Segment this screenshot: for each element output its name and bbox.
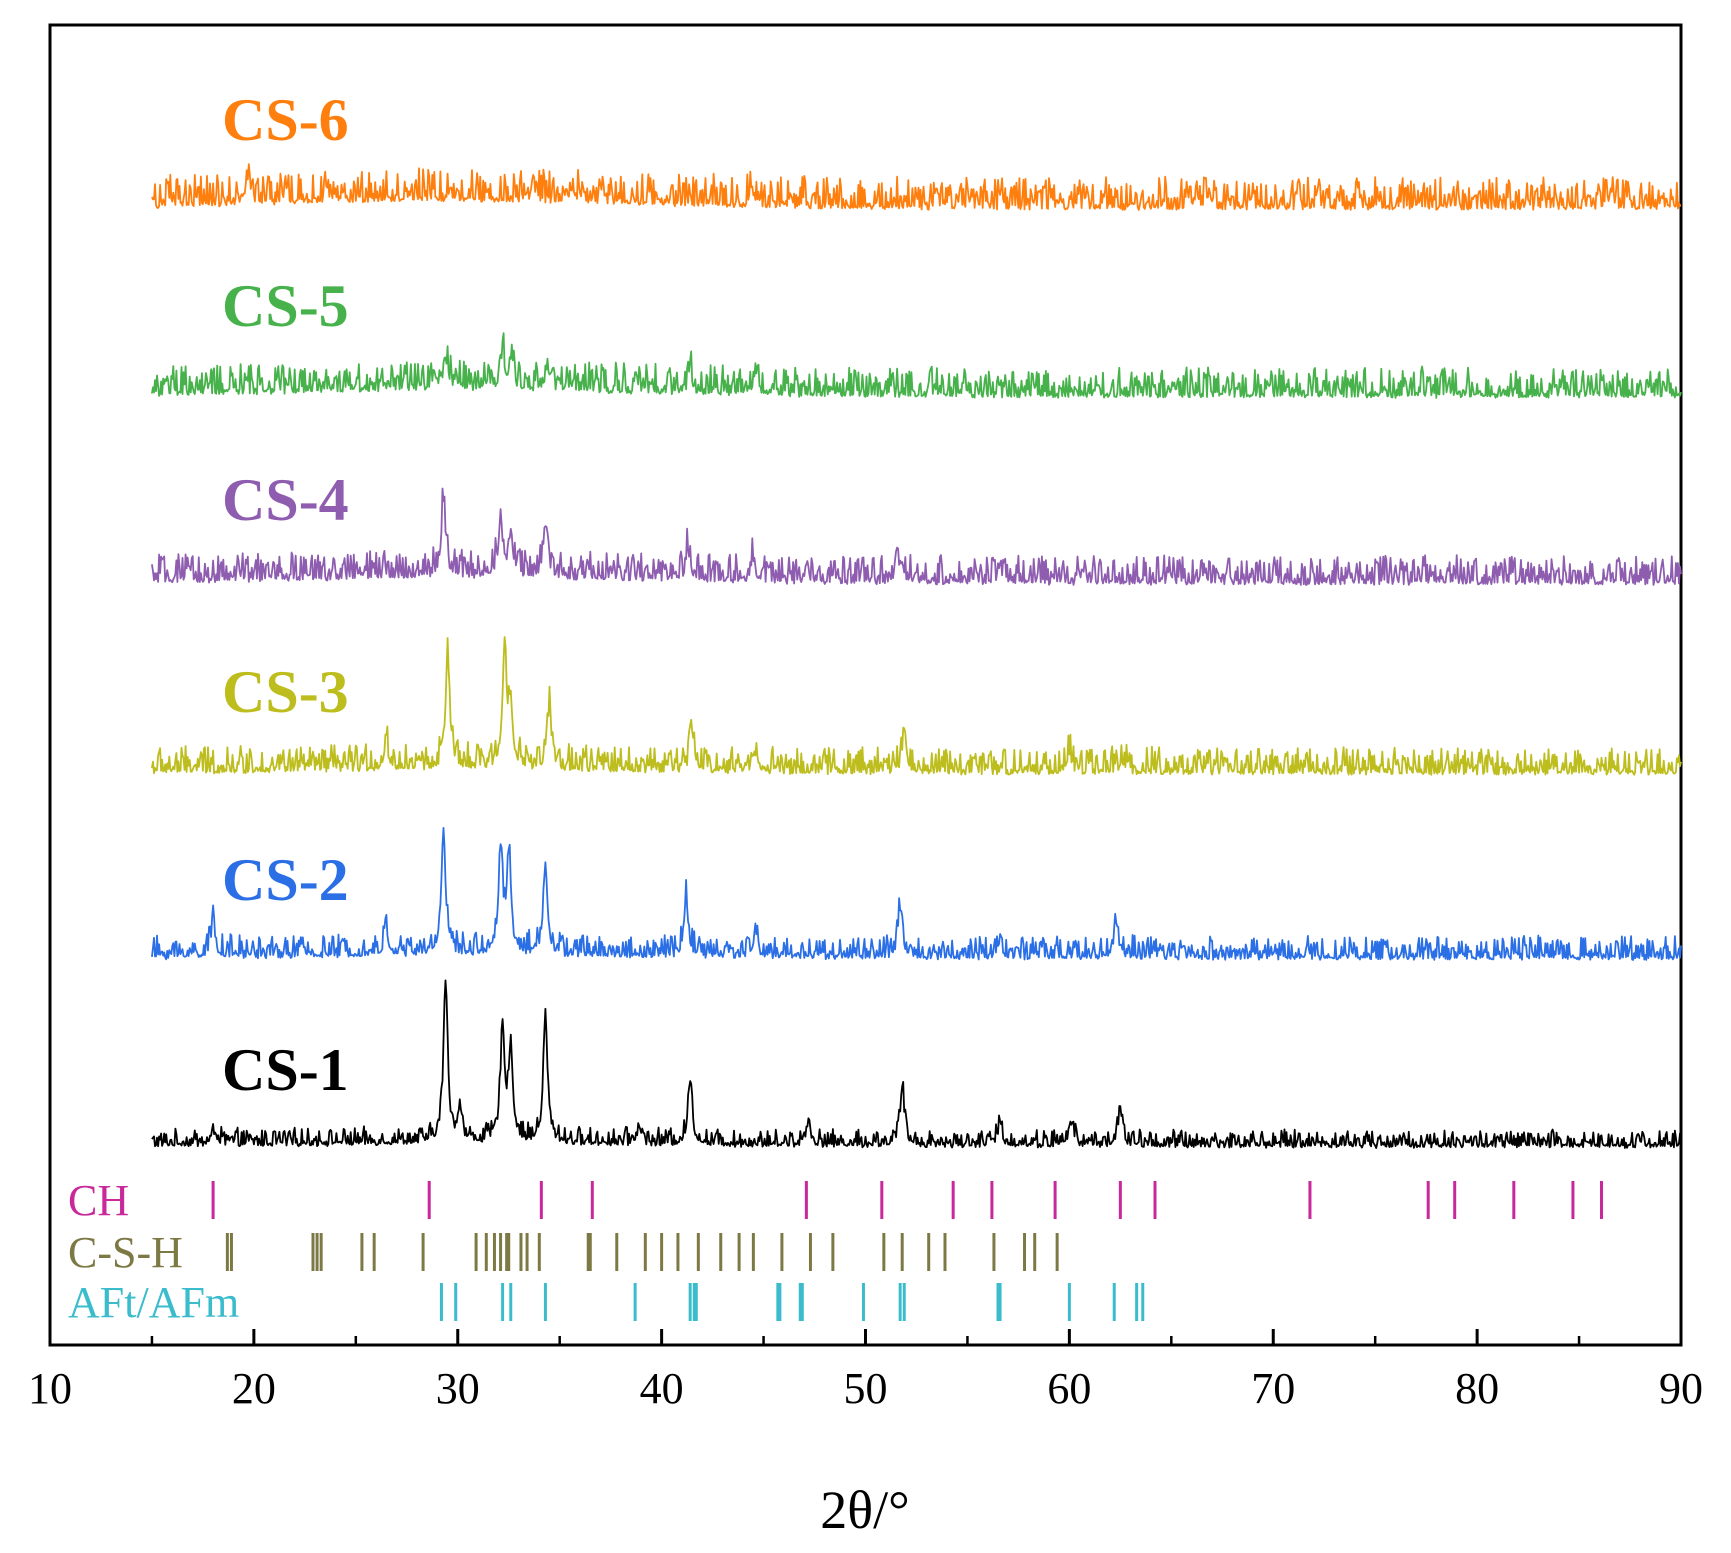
series-label-cs-6: CS-6: [222, 87, 349, 153]
phase-label-aft-afm: AFt/AFm: [68, 1278, 239, 1327]
x-tick-label: 20: [232, 1364, 276, 1413]
trace-cs-1: [151, 979, 1682, 1149]
x-tick-label: 70: [1251, 1364, 1295, 1413]
series-label-cs-3: CS-3: [222, 659, 349, 725]
x-tick-label: 30: [436, 1364, 480, 1413]
trace-cs-6: [151, 163, 1682, 211]
x-tick-label: 10: [28, 1364, 72, 1413]
series-label-cs-4: CS-4: [222, 467, 349, 533]
x-tick-label: 90: [1659, 1364, 1703, 1413]
x-tick-label: 60: [1047, 1364, 1091, 1413]
phase-label-ch: CH: [68, 1176, 129, 1225]
trace-cs-5: [151, 332, 1682, 399]
x-tick-label: 40: [640, 1364, 684, 1413]
phase-label-c-s-h: C-S-H: [68, 1228, 183, 1277]
trace-cs-3: [151, 636, 1682, 776]
x-tick-label: 80: [1455, 1364, 1499, 1413]
x-axis-title: 2θ/°: [820, 1480, 909, 1540]
series-label-cs-1: CS-1: [222, 1037, 349, 1103]
series-label-cs-5: CS-5: [222, 273, 349, 339]
series-label-cs-2: CS-2: [222, 847, 349, 913]
trace-cs-2: [151, 827, 1682, 961]
x-tick-label: 50: [844, 1364, 888, 1413]
trace-cs-4: [151, 487, 1682, 586]
